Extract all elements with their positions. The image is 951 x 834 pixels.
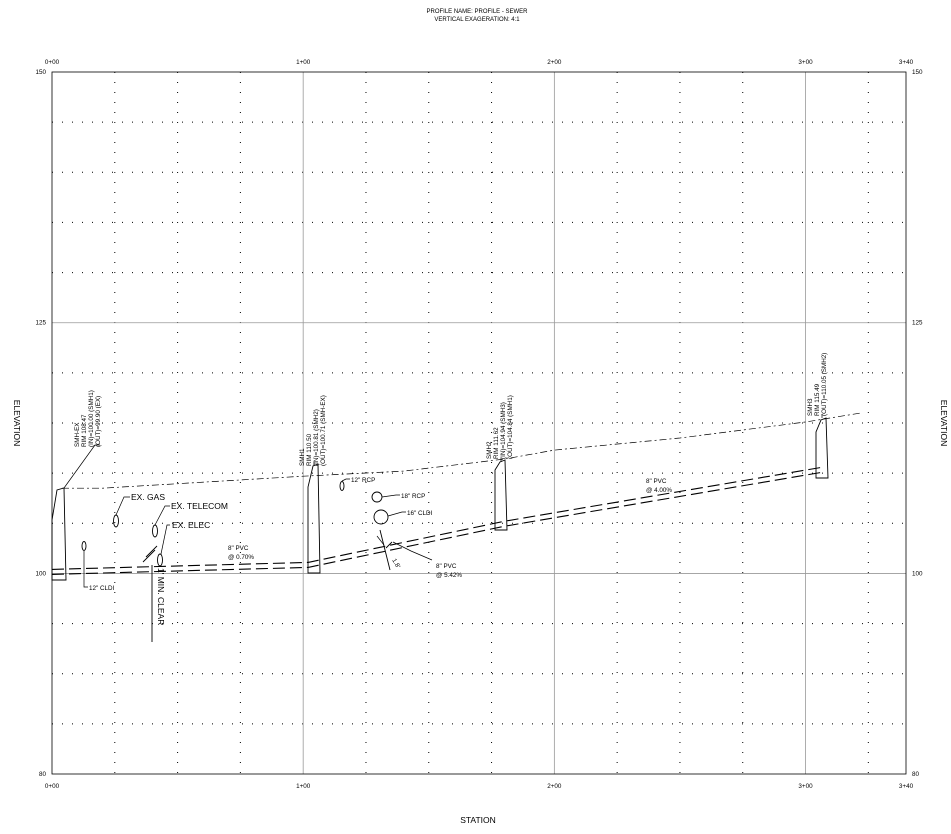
label-ex-elec: EX. ELEC	[172, 520, 210, 530]
pipe-top-line	[51, 466, 824, 570]
label-rcp-18: 18" RCP	[401, 493, 425, 500]
manhole-label-smh3: SMH3 RIM 115.49 (OUT)=110.05 (SMH2)	[807, 353, 828, 416]
svg-text:RIM 111.62: RIM 111.62	[493, 427, 500, 459]
x-tick-label-top: 2+00	[547, 59, 562, 66]
cldi-12-symbol	[81, 541, 87, 551]
svg-text:8" PVC: 8" PVC	[228, 545, 249, 552]
svg-text:(OUT)=99.90 (EX): (OUT)=99.90 (EX)	[95, 396, 102, 447]
rcp-12-symbol	[339, 481, 345, 491]
svg-text:RIM 110.50: RIM 110.50	[306, 433, 313, 466]
svg-text:SMH2: SMH2	[486, 441, 493, 459]
profile-name: PROFILE NAME: PROFILE - SEWER	[426, 9, 528, 15]
cldi-16-symbol	[373, 509, 389, 525]
pipe-label-3: 8" PVC @ 4.00%	[646, 478, 672, 494]
x-tick-label-top: 3+00	[798, 59, 813, 66]
x-tick-label-top: 3+40	[899, 59, 914, 66]
profile-series	[51, 412, 861, 575]
utility-leaders	[83, 478, 406, 588]
manhole-label-smh2: SMH2 RIM 111.62 (IN)=104.94 (SMH3) (OUT)…	[486, 395, 514, 459]
label-ex-telecom: EX. TELECOM	[171, 501, 228, 511]
elec-symbol	[157, 553, 163, 567]
grid-major-lines	[52, 72, 906, 774]
x-tick-label-bottom: 0+00	[45, 783, 60, 790]
x-axis-title: STATION	[460, 815, 496, 825]
svg-text:SMH-EX: SMH-EX	[74, 422, 81, 447]
y-tick-label-right: 100	[912, 570, 923, 577]
grid-minor-dots	[52, 72, 906, 774]
y-tick-label-right: 125	[912, 320, 923, 327]
x-tick-label-bottom: 2+00	[547, 783, 562, 790]
y-tick-label-right: 80	[912, 771, 920, 778]
x-tick-label-top: 1+00	[296, 59, 311, 66]
manhole-label-smh1: SMH1 RIM 110.50 (IN)=100.81 (SMH2) (OUT)…	[299, 395, 327, 466]
label-clear-value: 1.8'	[390, 558, 401, 570]
svg-text:(OUT)=100.71 (SMH-EX): (OUT)=100.71 (SMH-EX)	[320, 395, 327, 466]
svg-text:8" PVC: 8" PVC	[436, 563, 457, 570]
manhole-smh-ex	[51, 487, 67, 581]
plot-frame	[51, 71, 907, 775]
pipe-label-2: 8" PVC @ 5.42%	[392, 541, 462, 579]
svg-text:(OUT)=110.05 (SMH2): (OUT)=110.05 (SMH2)	[821, 353, 828, 416]
x-tick-label-bottom: 1+00	[296, 783, 311, 790]
label-cldi-16: 16" CLDI	[407, 510, 433, 517]
x-tick-label-top: 0+00	[45, 59, 60, 66]
manholes	[51, 417, 829, 581]
manhole-smh1	[307, 463, 321, 574]
svg-text:(IN)=100.00 (SMH1): (IN)=100.00 (SMH1)	[88, 390, 95, 447]
y-tick-label-left: 125	[35, 320, 46, 327]
y-tick-label-left: 100	[35, 570, 46, 577]
x-tick-label-bottom: 3+40	[899, 783, 914, 790]
telecom-symbol	[152, 524, 158, 538]
y-tick-label-left: 150	[35, 69, 46, 76]
label-cldi-12: 12" CLDI	[89, 585, 115, 592]
manhole-smh2	[494, 459, 508, 531]
y-axis-title-left: ELEVATION	[12, 400, 22, 446]
gas-pipe-symbol	[113, 514, 119, 528]
pipe-bottom-line	[51, 471, 824, 575]
svg-text:@ 5.42%: @ 5.42%	[436, 572, 462, 579]
vertical-exaggeration: VERTICAL EXAGERATION: 4:1	[434, 17, 520, 23]
rcp-18-symbol	[371, 491, 383, 503]
svg-text:RIM 108.47: RIM 108.47	[81, 414, 88, 447]
utility-crossings	[81, 481, 393, 642]
svg-text:@ 0.70%: @ 0.70%	[228, 554, 254, 561]
svg-text:(OUT)=104.84 (SMH1): (OUT)=104.84 (SMH1)	[507, 395, 514, 459]
y-tick-labels-left: 150 125 100 80	[35, 69, 46, 778]
pipe-label-1: 8" PVC @ 0.70%	[228, 545, 254, 561]
label-min-clear: 1' MIN. CLEAR	[156, 568, 166, 625]
manhole-leaders	[63, 414, 823, 489]
svg-text:SMH1: SMH1	[299, 448, 306, 466]
svg-text:(IN)=104.94 (SMH3): (IN)=104.94 (SMH3)	[500, 402, 507, 459]
x-tick-label-bottom: 3+00	[798, 783, 813, 790]
label-ex-gas: EX. GAS	[131, 492, 165, 502]
y-tick-labels-right: 150 125 100 80	[912, 69, 923, 778]
svg-text:@ 4.00%: @ 4.00%	[646, 487, 672, 494]
svg-text:(IN)=100.81 (SMH2): (IN)=100.81 (SMH2)	[313, 409, 320, 466]
svg-text:SMH3: SMH3	[807, 398, 814, 416]
existing-ground-line	[62, 412, 861, 489]
svg-text:8" PVC: 8" PVC	[646, 478, 667, 485]
manhole-smh3	[815, 417, 829, 479]
y-axis-title-right: ELEVATION	[939, 400, 949, 446]
svg-text:RIM 115.49: RIM 115.49	[814, 383, 821, 416]
manhole-label-smh-ex: SMH-EX RIM 108.47 (IN)=100.00 (SMH1) (OU…	[74, 390, 102, 447]
clear-indicator	[142, 549, 156, 563]
x-tick-labels-bottom: 0+00 1+00 2+00 3+00 3+40	[45, 783, 914, 790]
x-tick-labels-top: 0+00 1+00 2+00 3+00 3+40	[45, 59, 914, 66]
y-tick-label-right: 150	[912, 69, 923, 76]
y-tick-label-left: 80	[39, 771, 47, 778]
label-rcp-12: 12" RCP	[351, 477, 375, 484]
